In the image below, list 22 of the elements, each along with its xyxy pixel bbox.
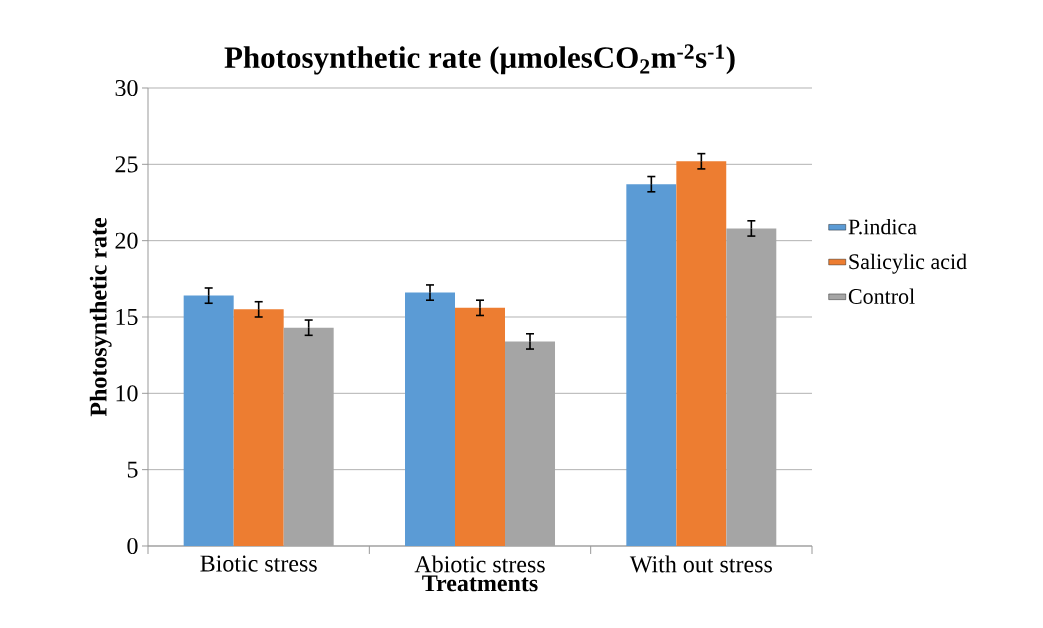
y-tick-label: 15 xyxy=(116,308,138,326)
y-tick-label: 5 xyxy=(127,461,138,478)
x-tick-label: With out stress xyxy=(629,555,772,573)
y-axis-title: Photosynthetic rate xyxy=(89,218,112,417)
y-tick-label: 0 xyxy=(127,537,138,555)
bar xyxy=(233,309,284,546)
x-axis-title: Treatments xyxy=(422,575,538,592)
y-tick-label: 20 xyxy=(115,232,138,249)
y-tick-label: 10 xyxy=(116,385,138,402)
x-tick-label: Abiotic stress xyxy=(414,555,545,573)
legend-label: Control xyxy=(848,288,915,304)
chart-title: Photosynthetic rate (μmolesCO$_{2}$m$^{-2}$s$^{-1}$) xyxy=(224,44,735,75)
bar xyxy=(676,161,727,546)
bar xyxy=(455,307,506,546)
y-tick-label: 25 xyxy=(115,156,138,173)
y-tick-label: 30 xyxy=(115,79,138,97)
x-tick-label: Biotic stress xyxy=(200,555,317,572)
bar xyxy=(183,295,234,546)
legend-label: Salicylic acid xyxy=(849,253,967,274)
legend-label: P.indica xyxy=(848,218,917,235)
bar xyxy=(626,184,677,546)
bar xyxy=(405,292,456,546)
